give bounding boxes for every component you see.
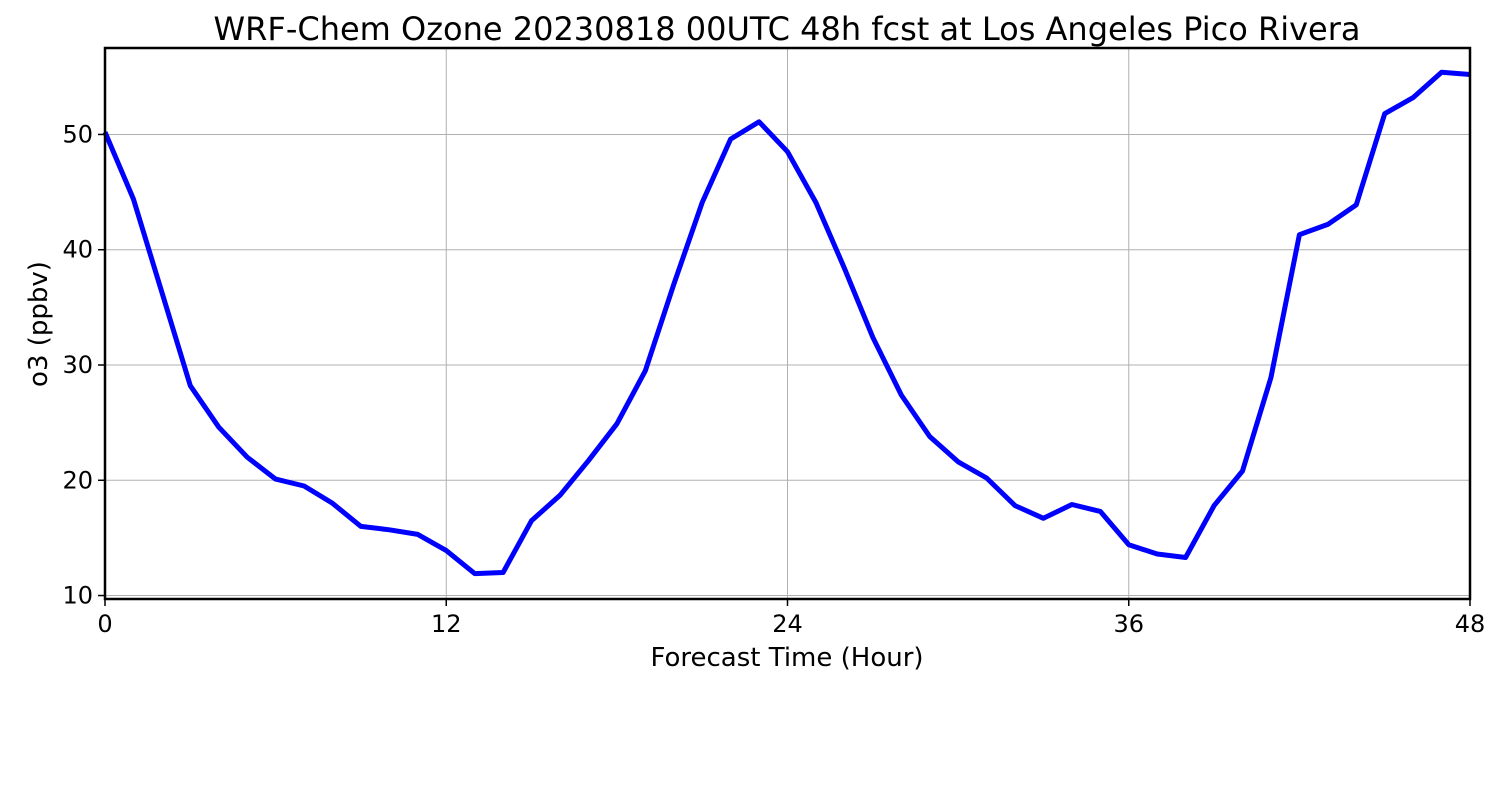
y-tick-label: 50 <box>62 120 93 148</box>
x-tick-label: 24 <box>772 610 803 638</box>
y-tick-label: 10 <box>62 582 93 610</box>
y-axis-title: o3 (ppbv) <box>24 261 54 387</box>
y-tick-label: 40 <box>62 236 93 264</box>
ozone-series-line <box>102 69 1471 577</box>
x-tick-label: 48 <box>1455 610 1486 638</box>
tick-layer: 0 12 24 36 48 10 20 30 40 50 <box>62 120 1485 638</box>
y-tick-label: 20 <box>62 466 93 494</box>
chart-title: WRF-Chem Ozone 20230818 00UTC 48h fcst a… <box>214 10 1361 48</box>
x-tick-label: 36 <box>1113 610 1144 638</box>
x-axis-title: Forecast Time (Hour) <box>650 643 923 673</box>
x-tick-label: 12 <box>431 610 462 638</box>
x-tick-label: 0 <box>97 610 112 638</box>
grid-lines <box>104 48 1471 599</box>
series-layer <box>102 69 1471 577</box>
y-tick-label: 30 <box>62 351 93 379</box>
